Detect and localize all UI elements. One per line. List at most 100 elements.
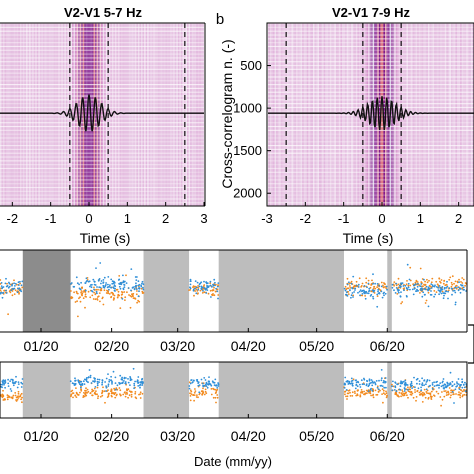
heatmap-stripe [196,23,198,206]
series-blue-point [350,296,352,299]
series-blue-point [430,287,433,289]
series-blue-point [397,291,400,294]
series-orange-point [194,390,197,392]
series-orange-point [455,284,458,287]
right-xtick-label: 1 [417,211,424,226]
heatmap-stripe [160,23,163,206]
timeline-month-label: 01/20 [23,428,58,444]
heatmap-band [268,133,474,135]
series-orange-point [92,298,95,300]
series-orange-point [364,393,366,396]
series-orange-point [125,274,127,277]
series-blue-point [391,283,394,286]
series-blue-point [139,381,142,384]
series-orange-point [74,301,77,303]
series-orange-point [123,291,126,293]
series-blue-point [406,263,409,266]
series-orange-point [424,283,427,286]
series-orange-point [380,281,383,284]
series-orange-point [454,280,457,283]
series-orange-point [108,392,110,395]
series-orange-point [105,292,108,294]
series-blue-point [423,379,426,381]
series-blue-point [201,382,204,385]
series-orange-point [401,301,404,303]
series-blue-point [430,283,433,285]
heatmap-band [268,106,474,109]
series-blue-point [438,285,441,287]
series-blue-point [15,375,17,378]
series-orange-point [91,390,93,393]
series-orange-point [461,287,464,289]
heatmap-stripe [191,23,194,206]
heatmap-band [268,26,474,29]
series-blue-point [137,382,140,384]
series-blue-point [439,289,442,291]
series-blue-point [134,380,137,383]
series-blue-point [357,291,359,294]
series-blue-point [366,292,368,295]
series-blue-point [371,384,374,387]
series-orange-point [450,394,452,397]
series-orange-point [194,285,196,288]
series-orange-point [18,293,20,295]
series-blue-point [378,379,380,382]
series-blue-point [105,390,107,392]
series-orange-point [205,392,208,395]
series-blue-point [137,385,140,387]
series-blue-point [0,285,3,287]
series-blue-point [104,285,107,287]
heatmap-stripe [36,23,39,206]
series-orange-point [139,397,142,399]
series-orange-point [85,296,87,298]
series-orange-point [426,278,428,281]
series-blue-point [446,285,449,288]
series-orange-point [136,290,138,292]
heatmap-band [268,145,474,147]
series-orange-point [349,391,351,394]
series-orange-point [445,394,448,396]
series-orange-point [400,392,403,394]
series-blue-point [87,280,90,283]
heatmap-stripe [156,23,158,206]
heatmap-stripe [157,23,160,206]
series-orange-point [139,393,142,395]
series-blue-point [13,282,16,285]
series-blue-point [92,278,95,281]
series-blue-point [391,385,393,388]
heatmap-stripe [159,23,161,206]
series-orange-point [409,279,412,282]
series-blue-point [123,380,125,382]
series-blue-point [401,382,404,385]
right-ytick-label: 500 [240,58,262,73]
series-orange-point [125,391,128,394]
series-orange-point [11,294,14,297]
series-orange-point [461,282,464,284]
series-blue-point [458,388,461,390]
series-blue-point [213,278,216,281]
series-blue-point [433,385,436,387]
heatmap-band [0,57,204,59]
series-blue-point [188,385,191,387]
heatmap-stripe [32,23,34,206]
series-blue-point [196,380,199,383]
series-orange-point [365,281,368,284]
heatmap-stripe [3,23,5,206]
series-blue-point [105,282,107,284]
series-orange-point [70,290,72,292]
series-blue-point [2,381,4,384]
series-orange-point [211,289,214,292]
series-orange-point [100,289,103,292]
series-orange-point [141,290,144,293]
heatmap-band [268,148,474,151]
heatmap-band [0,42,204,44]
series-blue-point [124,382,127,385]
series-orange-point [129,306,132,309]
series-blue-point [96,384,99,387]
series-orange-point [385,287,388,289]
series-blue-point [203,286,206,289]
series-orange-point [406,280,408,282]
series-blue-point [447,290,449,293]
data-gap-band [218,362,344,418]
heatmap-stripe [148,23,151,206]
